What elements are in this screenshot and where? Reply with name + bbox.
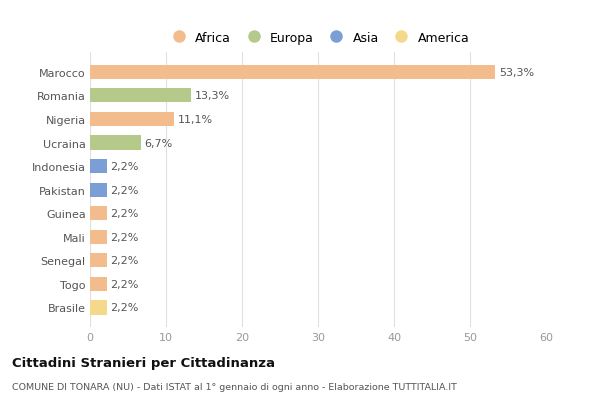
Bar [90,112,175,127]
Bar [90,160,107,174]
Text: 6,7%: 6,7% [145,138,173,148]
Bar [90,65,495,80]
Bar [90,89,191,103]
Text: 2,2%: 2,2% [110,232,139,242]
Bar [90,277,107,291]
Bar [90,207,107,221]
Bar [90,183,107,197]
Bar [90,254,107,268]
Text: 2,2%: 2,2% [110,303,139,313]
Text: 11,1%: 11,1% [178,115,213,125]
Text: 13,3%: 13,3% [195,91,230,101]
Text: 2,2%: 2,2% [110,209,139,219]
Text: 53,3%: 53,3% [499,67,534,78]
Text: 2,2%: 2,2% [110,185,139,195]
Bar [90,301,107,315]
Text: 2,2%: 2,2% [110,279,139,289]
Bar [90,136,141,150]
Legend: Africa, Europa, Asia, America: Africa, Europa, Asia, America [161,27,475,49]
Text: 2,2%: 2,2% [110,162,139,172]
Text: 2,2%: 2,2% [110,256,139,266]
Text: COMUNE DI TONARA (NU) - Dati ISTAT al 1° gennaio di ogni anno - Elaborazione TUT: COMUNE DI TONARA (NU) - Dati ISTAT al 1°… [12,382,457,391]
Text: Cittadini Stranieri per Cittadinanza: Cittadini Stranieri per Cittadinanza [12,356,275,369]
Bar [90,230,107,244]
